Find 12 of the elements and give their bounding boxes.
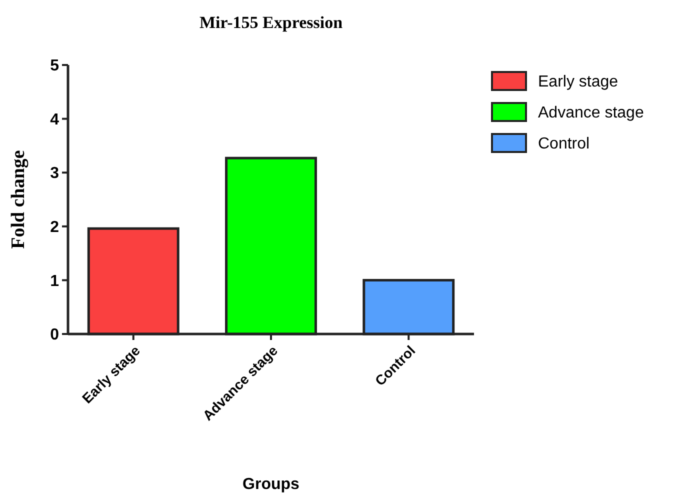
y-tick-label: 0 [50,326,60,344]
y-axis-title: Fold change [8,150,29,249]
y-tick-label: 4 [50,111,60,128]
legend-label: Advance stage [538,104,644,122]
y-tick-label: 5 [50,58,60,75]
y-tick-label: 2 [50,219,60,236]
y-tick-label: 1 [50,272,60,290]
x-axis-title: Groups [242,476,300,493]
chart-title: Mir-155 Expression [199,13,344,32]
y-tick-label: 3 [50,165,60,182]
legend-label: Early stage [538,74,618,91]
legend-label: Control [538,136,590,153]
